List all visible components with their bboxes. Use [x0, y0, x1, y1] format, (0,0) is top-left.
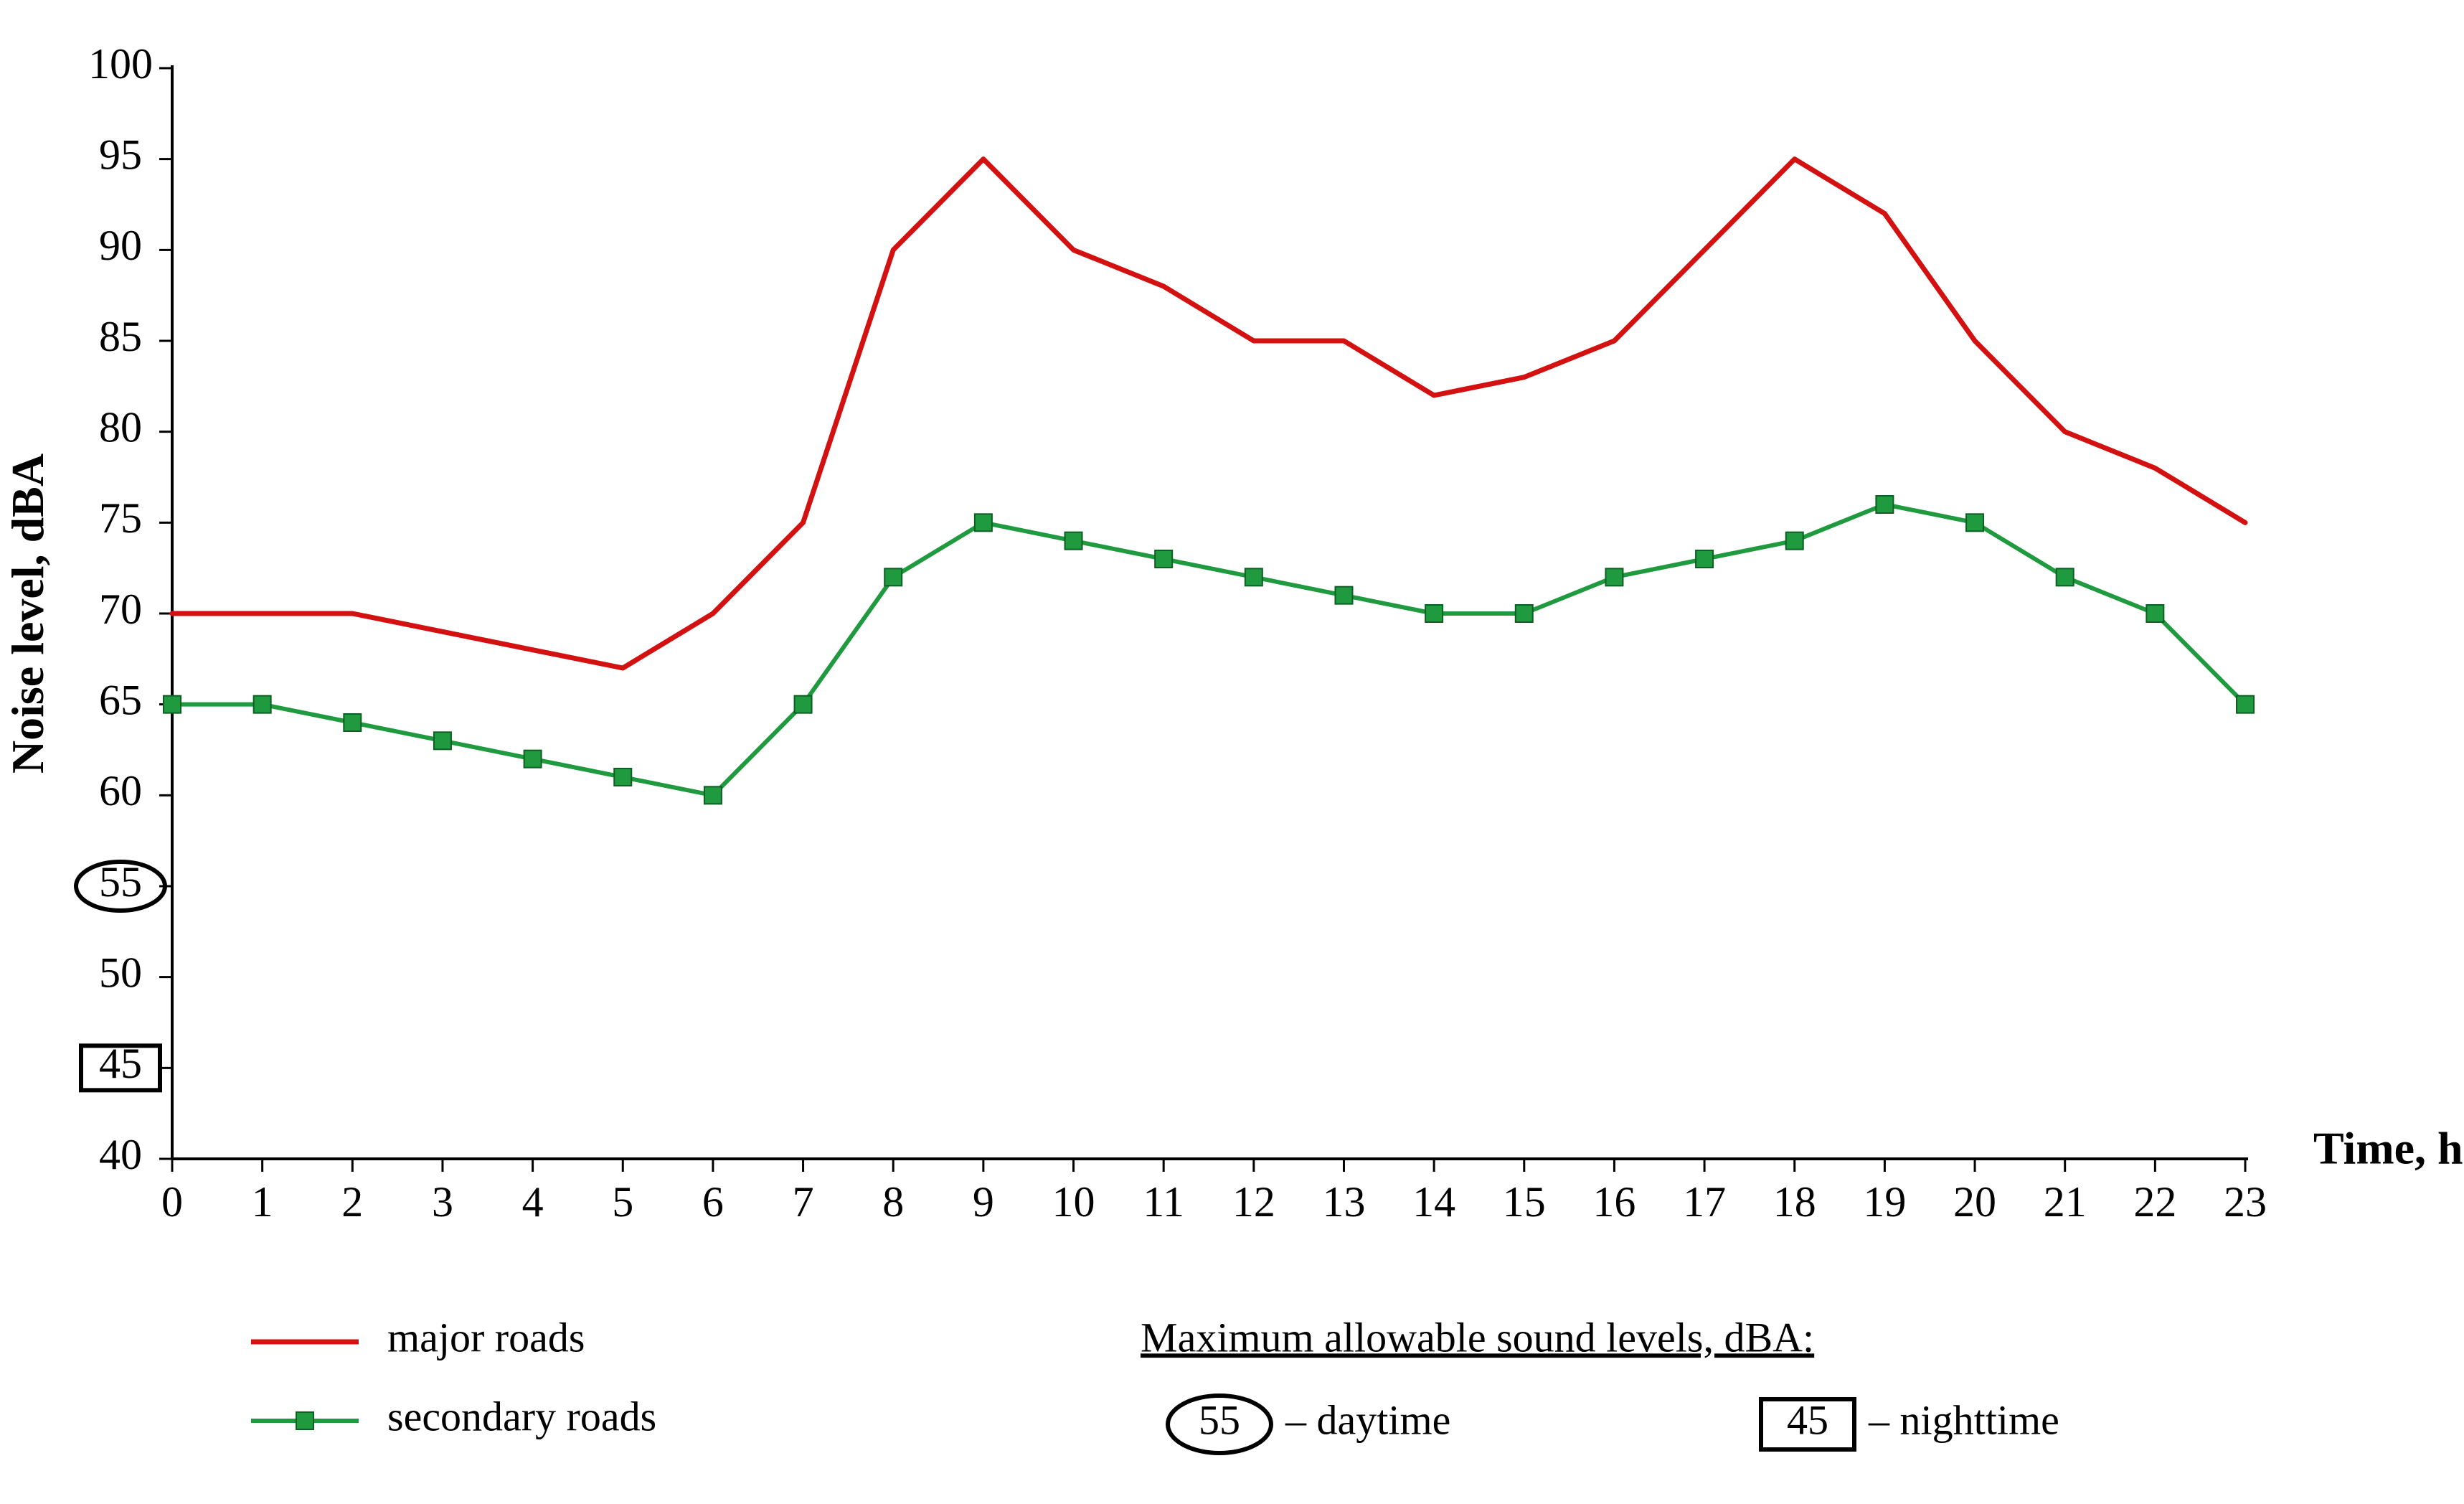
- xtick-label: 22: [2133, 1178, 2176, 1226]
- series-marker: [2146, 605, 2163, 622]
- xtick-label: 14: [1412, 1178, 1455, 1226]
- xtick-label: 10: [1052, 1178, 1095, 1226]
- series-marker: [254, 696, 271, 713]
- series-marker: [1425, 605, 1443, 622]
- xtick-label: 7: [793, 1178, 814, 1226]
- ytick-label: 50: [99, 949, 142, 996]
- noise-level-chart: 4045505560657075808590951000123456789101…: [0, 0, 2464, 1504]
- series-marker: [1966, 514, 1983, 531]
- series-marker: [1605, 568, 1623, 586]
- series-marker: [975, 514, 992, 531]
- series-marker: [614, 769, 631, 786]
- xtick-label: 18: [1773, 1178, 1816, 1226]
- xtick-label: 12: [1232, 1178, 1275, 1226]
- xtick-label: 4: [522, 1178, 544, 1226]
- allowable-title: Maximum allowable sound levels, dBA:: [1141, 1314, 1814, 1360]
- series-marker: [1065, 532, 1082, 550]
- xtick-label: 23: [2224, 1178, 2267, 1226]
- ytick-label: 95: [99, 131, 142, 178]
- xtick-label: 16: [1592, 1178, 1635, 1226]
- xtick-label: 11: [1143, 1178, 1184, 1226]
- ytick-label: 100: [88, 40, 153, 88]
- xtick-label: 1: [252, 1178, 273, 1226]
- xtick-label: 21: [2044, 1178, 2087, 1226]
- x-axis-label: Time, h: [2313, 1123, 2463, 1174]
- ytick-label: 40: [99, 1131, 142, 1178]
- series-marker: [884, 568, 902, 586]
- xtick-label: 15: [1503, 1178, 1546, 1226]
- xtick-label: 2: [341, 1178, 363, 1226]
- series-marker: [344, 714, 361, 731]
- series-marker: [1335, 587, 1352, 604]
- ytick-label: 55: [99, 858, 142, 906]
- ytick-label: 90: [99, 222, 142, 269]
- ytick-label: 70: [99, 586, 142, 633]
- ytick-label: 65: [99, 676, 142, 723]
- allowable-value: 55: [1199, 1396, 1240, 1443]
- legend-swatch-marker: [296, 1412, 313, 1429]
- series-marker: [1696, 550, 1713, 568]
- ytick-label: 60: [99, 767, 142, 814]
- xtick-label: 13: [1322, 1178, 1365, 1226]
- series-marker: [1245, 568, 1262, 586]
- series-marker: [2237, 696, 2254, 713]
- allowable-value: 45: [1787, 1396, 1828, 1443]
- series-marker: [704, 786, 722, 804]
- series-marker: [795, 696, 812, 713]
- series-marker: [1516, 605, 1533, 622]
- legend-label: secondary roads: [387, 1393, 656, 1439]
- series-marker: [2057, 568, 2074, 586]
- xtick-label: 3: [432, 1178, 453, 1226]
- series-marker: [164, 696, 181, 713]
- ytick-label: 85: [99, 313, 142, 360]
- chart-svg: 4045505560657075808590951000123456789101…: [0, 0, 2464, 1500]
- xtick-label: 20: [1953, 1178, 1996, 1226]
- xtick-label: 19: [1863, 1178, 1906, 1226]
- series-marker: [1155, 550, 1172, 568]
- ytick-label: 45: [99, 1040, 142, 1087]
- xtick-label: 0: [161, 1178, 183, 1226]
- series-marker: [524, 751, 542, 768]
- legend-label: major roads: [387, 1314, 585, 1360]
- series-marker: [1786, 532, 1803, 550]
- allowable-label: – nighttime: [1868, 1396, 2059, 1443]
- xtick-label: 8: [882, 1178, 904, 1226]
- series-marker: [434, 732, 451, 749]
- series-marker: [1876, 496, 1893, 513]
- ytick-label: 75: [99, 494, 142, 542]
- xtick-label: 17: [1683, 1178, 1726, 1226]
- y-axis-label: Noise level, dBA: [2, 453, 53, 774]
- xtick-label: 6: [702, 1178, 724, 1226]
- xtick-label: 9: [973, 1178, 994, 1226]
- xtick-label: 5: [612, 1178, 633, 1226]
- chart-background: [0, 0, 2464, 1500]
- allowable-label: – daytime: [1285, 1396, 1450, 1443]
- ytick-label: 80: [99, 403, 142, 451]
